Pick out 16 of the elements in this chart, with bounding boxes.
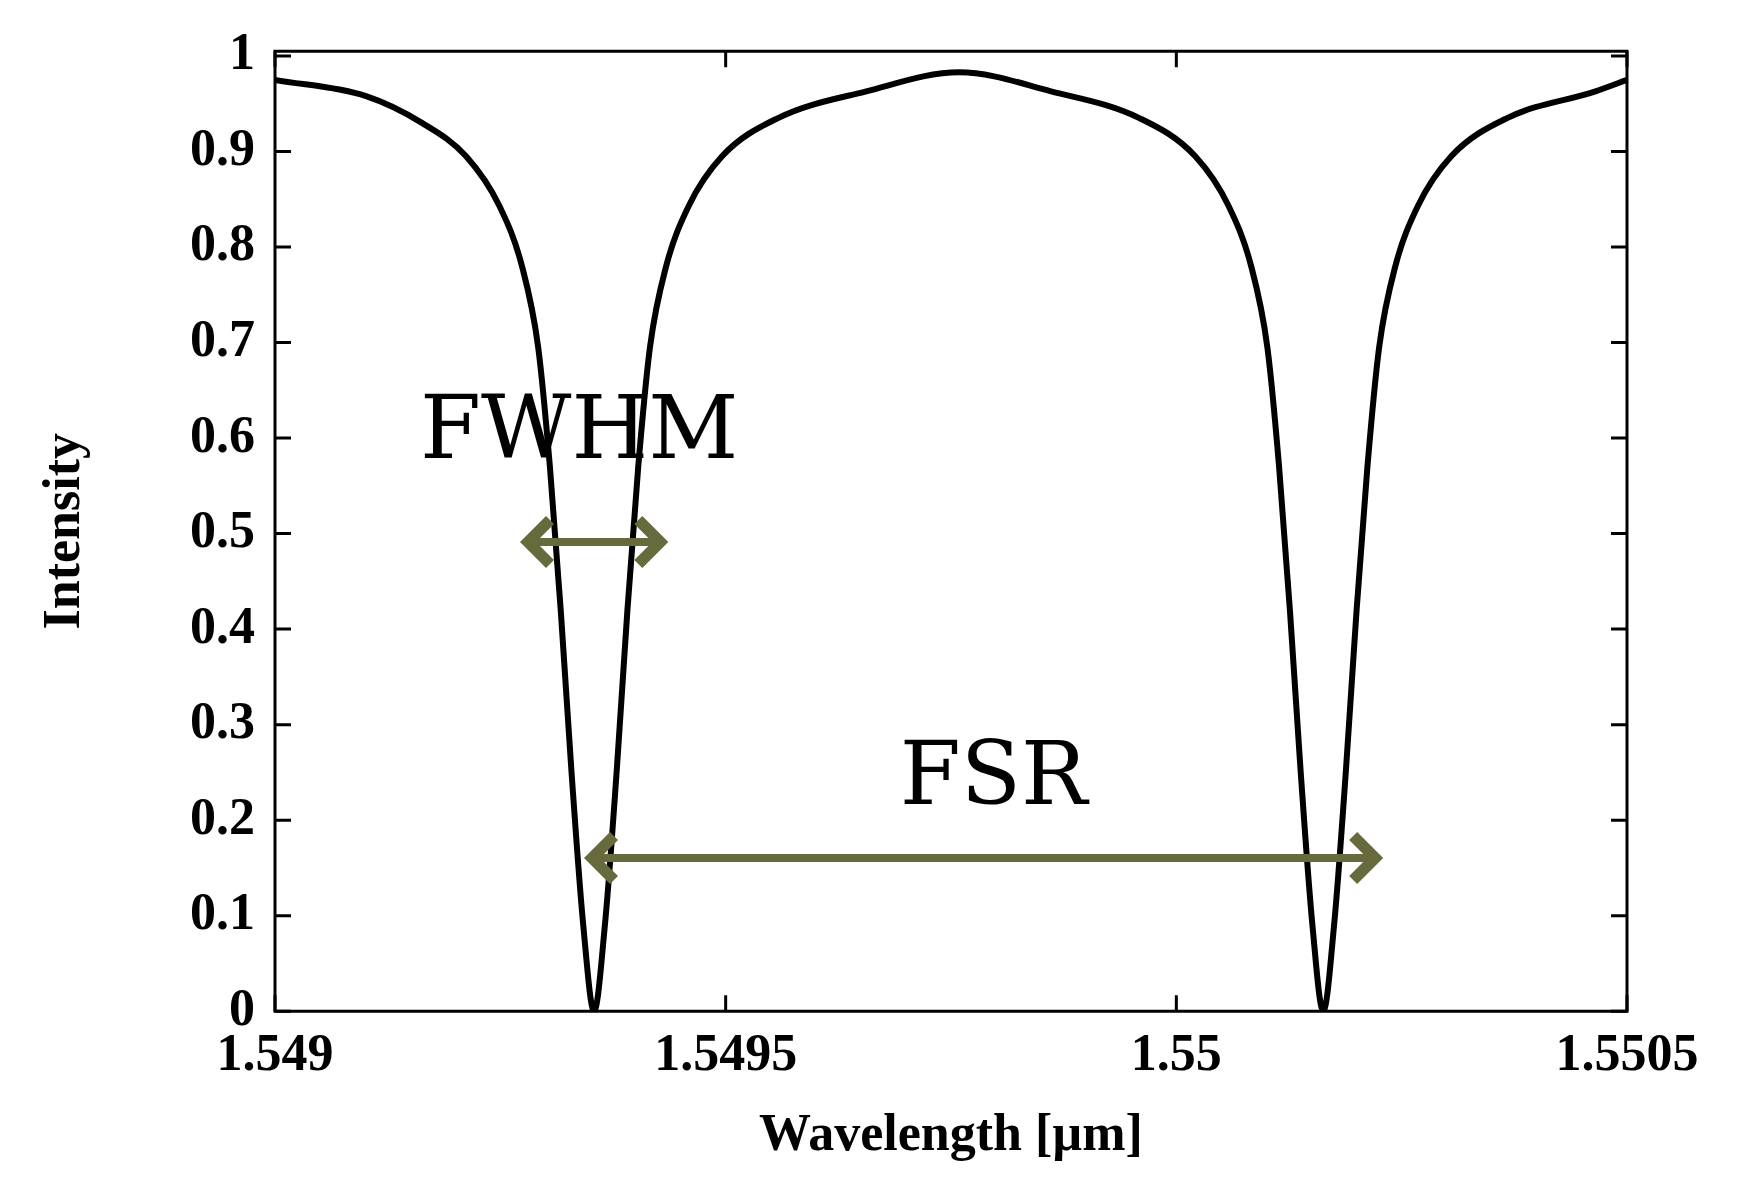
x-tick-label: 1.5495: [654, 1023, 798, 1081]
y-tick-label: 0.7: [190, 309, 255, 367]
y-tick-label: 0.6: [190, 405, 255, 463]
y-tick-label: 0.9: [190, 118, 255, 176]
y-tick-label: 0.1: [190, 883, 255, 941]
x-tick-label: 1.55: [1130, 1023, 1222, 1081]
annotation: FSR: [899, 721, 1088, 825]
y-tick-label: 0.8: [190, 214, 255, 272]
y-tick-label: 1: [229, 23, 255, 81]
x-axis-title: Wavelength [µm]: [759, 1104, 1143, 1162]
x-tick-label: 1.5505: [1555, 1023, 1699, 1081]
y-tick-label: 0.4: [190, 596, 255, 654]
y-axis-title: Intensity: [32, 432, 90, 630]
y-tick-label: 0.2: [190, 787, 255, 845]
y-tick-label: 0.3: [190, 692, 255, 750]
y-tick-label: 0.5: [190, 501, 255, 559]
